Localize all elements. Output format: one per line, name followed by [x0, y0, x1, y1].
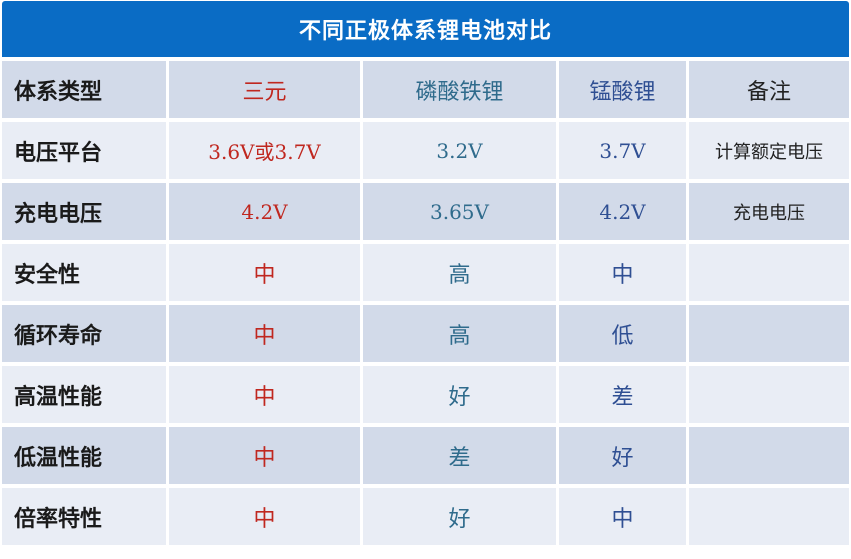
cell-lmo: 低: [559, 305, 689, 366]
cell-note: [689, 244, 849, 305]
cell-note: 计算额定电压: [689, 122, 849, 183]
cell-ternary: 中: [169, 488, 363, 549]
cell-lmo: 好: [559, 427, 689, 488]
cell-lmo: 差: [559, 366, 689, 427]
header-ternary: 三元: [169, 61, 363, 122]
cell-lmo: 3.7V: [559, 122, 689, 183]
cell-lfp: 好: [363, 488, 559, 549]
cell-note: [689, 427, 849, 488]
table-row: 安全性 中 高 中: [2, 244, 849, 305]
cell-ternary: 中: [169, 366, 363, 427]
cell-note: [689, 366, 849, 427]
header-lmo: 锰酸锂: [559, 61, 689, 122]
row-label: 充电电压: [2, 183, 169, 244]
cell-lfp: 3.2V: [363, 122, 559, 183]
row-label: 倍率特性: [2, 488, 169, 549]
table-title: 不同正极体系锂电池对比: [2, 1, 849, 57]
table-row: 高温性能 中 好 差: [2, 366, 849, 427]
table-row: 倍率特性 中 好 中: [2, 488, 849, 549]
row-label: 低温性能: [2, 427, 169, 488]
cell-note: 充电电压: [689, 183, 849, 244]
header-notes: 备注: [689, 61, 849, 122]
header-row: 体系类型 三元 磷酸铁锂 锰酸锂 备注: [2, 61, 849, 122]
cell-ternary: 3.6V或3.7V: [169, 122, 363, 183]
cell-lfp: 好: [363, 366, 559, 427]
cell-lmo: 中: [559, 488, 689, 549]
cell-lfp: 差: [363, 427, 559, 488]
row-label: 电压平台: [2, 122, 169, 183]
cell-note: [689, 305, 849, 366]
cell-ternary: 中: [169, 427, 363, 488]
cell-lfp: 高: [363, 244, 559, 305]
comparison-table: 体系类型 三元 磷酸铁锂 锰酸锂 备注 电压平台 3.6V或3.7V 3.2V …: [2, 61, 849, 549]
cell-lfp: 3.65V: [363, 183, 559, 244]
row-label: 安全性: [2, 244, 169, 305]
table-row: 循环寿命 中 高 低: [2, 305, 849, 366]
cell-lmo: 4.2V: [559, 183, 689, 244]
table-row: 电压平台 3.6V或3.7V 3.2V 3.7V 计算额定电压: [2, 122, 849, 183]
row-label: 循环寿命: [2, 305, 169, 366]
cell-lfp: 高: [363, 305, 559, 366]
cell-ternary: 中: [169, 244, 363, 305]
table-row: 充电电压 4.2V 3.65V 4.2V 充电电压: [2, 183, 849, 244]
table-row: 低温性能 中 差 好: [2, 427, 849, 488]
header-system-type: 体系类型: [2, 61, 169, 122]
row-label: 高温性能: [2, 366, 169, 427]
cell-ternary: 中: [169, 305, 363, 366]
cell-ternary: 4.2V: [169, 183, 363, 244]
cell-note: [689, 488, 849, 549]
header-lfp: 磷酸铁锂: [363, 61, 559, 122]
cell-lmo: 中: [559, 244, 689, 305]
